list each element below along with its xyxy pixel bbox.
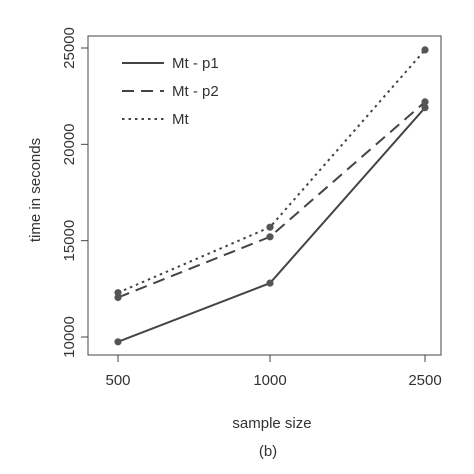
data-point bbox=[421, 104, 429, 112]
legend-label: Mt - p1 bbox=[172, 55, 219, 72]
x-tick-label: 2500 bbox=[408, 372, 441, 389]
y-tick-label: 20000 bbox=[61, 123, 78, 165]
legend: Mt - p1 Mt - p2 Mt bbox=[122, 55, 219, 128]
y-tick-label: 15000 bbox=[61, 220, 78, 262]
series-line bbox=[117, 101, 426, 299]
data-point bbox=[421, 98, 429, 106]
series-1 bbox=[114, 104, 429, 346]
y-tick-label: 25000 bbox=[61, 27, 78, 69]
data-point bbox=[421, 46, 429, 54]
chart-caption: (b) bbox=[259, 443, 277, 460]
legend-label: Mt - p2 bbox=[172, 83, 219, 100]
axes: 500 1000 2500 10000 15000 20000 25000 bbox=[61, 27, 442, 389]
x-tick-label: 1000 bbox=[253, 372, 286, 389]
series-3 bbox=[114, 46, 429, 297]
x-tick-label: 500 bbox=[105, 372, 130, 389]
data-point bbox=[114, 289, 122, 297]
plot-frame bbox=[87, 35, 442, 356]
data-point bbox=[266, 223, 274, 231]
data-point bbox=[266, 233, 274, 241]
series-line bbox=[117, 49, 426, 294]
series-layer bbox=[114, 46, 429, 346]
legend-label: Mt bbox=[172, 111, 189, 128]
y-tick-label: 10000 bbox=[61, 316, 78, 358]
x-axis-title: sample size bbox=[232, 415, 311, 432]
series-2 bbox=[114, 98, 429, 302]
y-axis-title: time in seconds bbox=[27, 138, 44, 242]
data-point bbox=[266, 279, 274, 287]
data-point bbox=[114, 338, 122, 346]
